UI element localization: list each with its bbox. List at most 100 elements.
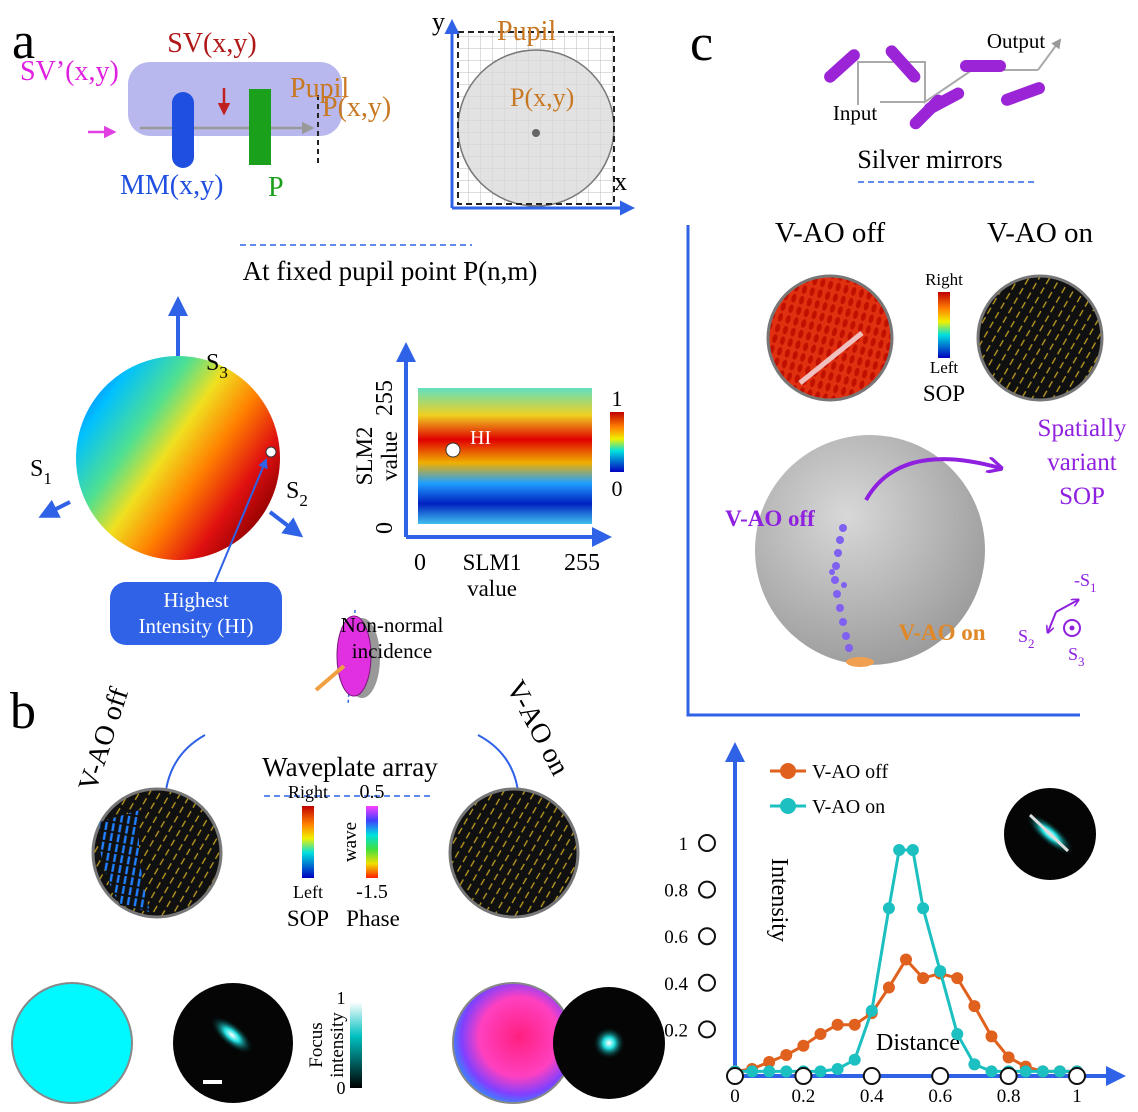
mini-axis-dot <box>1070 626 1075 631</box>
axis-label: S1 <box>30 456 52 488</box>
data-point <box>934 965 946 977</box>
colorbar-unit: wave <box>340 822 361 862</box>
pupil-title: Pupil <box>497 16 556 47</box>
data-point <box>832 1063 844 1075</box>
output-label: Output <box>987 29 1046 53</box>
off-label: V-AO off <box>73 683 136 795</box>
colorbar-name: intensity <box>327 1012 348 1078</box>
mm-label: MM(x,y) <box>120 170 223 201</box>
axis-subscript: 2 <box>299 491 308 510</box>
pupil-function: P(x,y) <box>322 92 391 123</box>
y-tick-label: 0.8 <box>664 881 688 902</box>
axis-symbol: S <box>1068 644 1078 664</box>
legend-label: V-AO on <box>812 796 885 818</box>
data-point <box>1054 1065 1066 1077</box>
colorbar-label: Left <box>930 358 959 377</box>
sv-prime-label: SV’(x,y) <box>20 56 119 87</box>
heatmap-y-label: SLM2 <box>352 427 377 486</box>
colorbar-tick: 1 <box>612 386 623 411</box>
x-tick-mark <box>727 1068 743 1084</box>
axis-subscript: 1 <box>43 469 52 488</box>
heatmap-y-label: value <box>377 431 402 481</box>
on-title: V-AO on <box>987 217 1094 249</box>
colorbar-label: Right <box>288 782 328 802</box>
axis-label: S3 <box>1068 644 1085 669</box>
data-point <box>866 1005 878 1017</box>
axis-label: S2 <box>286 478 308 510</box>
data-point <box>849 1054 861 1066</box>
data-point <box>883 902 895 914</box>
data-point <box>951 972 963 984</box>
hi-text: Highest <box>163 588 228 612</box>
data-point <box>797 1040 809 1052</box>
x-tick-label: 0.4 <box>860 1086 884 1107</box>
colorbar-tick: 0 <box>612 476 623 501</box>
s1-axis <box>42 502 70 516</box>
data-point <box>986 1065 998 1077</box>
data-point <box>815 1028 827 1040</box>
pupil-point-label: P(x,y) <box>510 83 574 112</box>
axis-subscript: 2 <box>1028 636 1035 651</box>
colorbar-label: 0.5 <box>360 781 385 803</box>
p-element <box>249 89 271 165</box>
incidence-label: incidence <box>352 639 432 663</box>
x-tick-mark <box>932 1068 948 1084</box>
data-point <box>1037 1065 1049 1077</box>
y-tick-mark <box>699 975 715 991</box>
data-point <box>780 1065 792 1077</box>
hi-text: Intensity (HI) <box>139 614 254 638</box>
waveplate-label: Waveplate array <box>262 752 438 782</box>
data-point <box>883 981 895 993</box>
axis-symbol: S <box>1018 626 1028 646</box>
x-tick-label: 0.6 <box>928 1086 952 1107</box>
panel-label: c <box>690 15 713 72</box>
x-label: x <box>614 167 627 196</box>
data-point <box>907 844 919 856</box>
axis-label: -S1 <box>1074 570 1097 595</box>
legend-label: V-AO off <box>812 761 888 783</box>
heatmap <box>418 388 592 524</box>
axis-subscript: 1 <box>1090 580 1097 595</box>
colorbar-name: Phase <box>346 906 400 931</box>
data-point <box>968 1058 980 1070</box>
axis-subscript: 3 <box>1078 654 1085 669</box>
focus-spot <box>593 1027 625 1059</box>
x-axis-title: Distance <box>876 1030 960 1056</box>
mirrors-label: Silver mirrors <box>857 145 1002 174</box>
colorbar-name: Focus <box>306 1022 327 1067</box>
legend-marker <box>780 798 796 814</box>
heatmap-colorbar <box>610 412 624 472</box>
variant-label: SOP <box>1059 483 1105 510</box>
heatmap-x-tick: 0 <box>414 550 426 576</box>
x-tick-mark <box>795 1068 811 1084</box>
off-title: V-AO off <box>775 217 886 249</box>
axis-symbol: S <box>286 478 299 504</box>
heatmap-x-label: SLM1 <box>463 550 522 575</box>
poincare-sphere <box>76 356 280 560</box>
heatmap-x-tick: 255 <box>564 550 600 576</box>
hi-point <box>266 447 276 457</box>
data-point <box>849 1019 861 1031</box>
data-point <box>917 972 929 984</box>
caption: At fixed pupil point P(n,m) <box>243 256 538 286</box>
x-tick-label: 0 <box>730 1086 740 1107</box>
mm-element <box>172 92 194 168</box>
sop-map-off <box>768 276 892 400</box>
sop-map-on <box>978 276 1102 400</box>
data-point <box>746 1065 758 1077</box>
s2-axis <box>270 512 300 535</box>
focus-colorbar <box>350 1002 362 1088</box>
data-point <box>832 1019 844 1031</box>
sop-colorbar <box>302 806 314 878</box>
colorbar-name: SOP <box>923 381 965 406</box>
y-tick-label: 0.2 <box>664 1020 688 1041</box>
x-tick-mark <box>864 1068 880 1084</box>
x-tick-label: 0.8 <box>997 1086 1021 1107</box>
y-tick-label: 0.4 <box>664 974 688 995</box>
y-tick-mark <box>699 882 715 898</box>
axis-label: S2 <box>1018 626 1035 651</box>
colorbar-label: -1.5 <box>356 881 388 903</box>
y-axis-title: Intensity <box>766 858 792 942</box>
data-point <box>986 1030 998 1042</box>
sv-label: SV(x,y) <box>167 28 256 59</box>
